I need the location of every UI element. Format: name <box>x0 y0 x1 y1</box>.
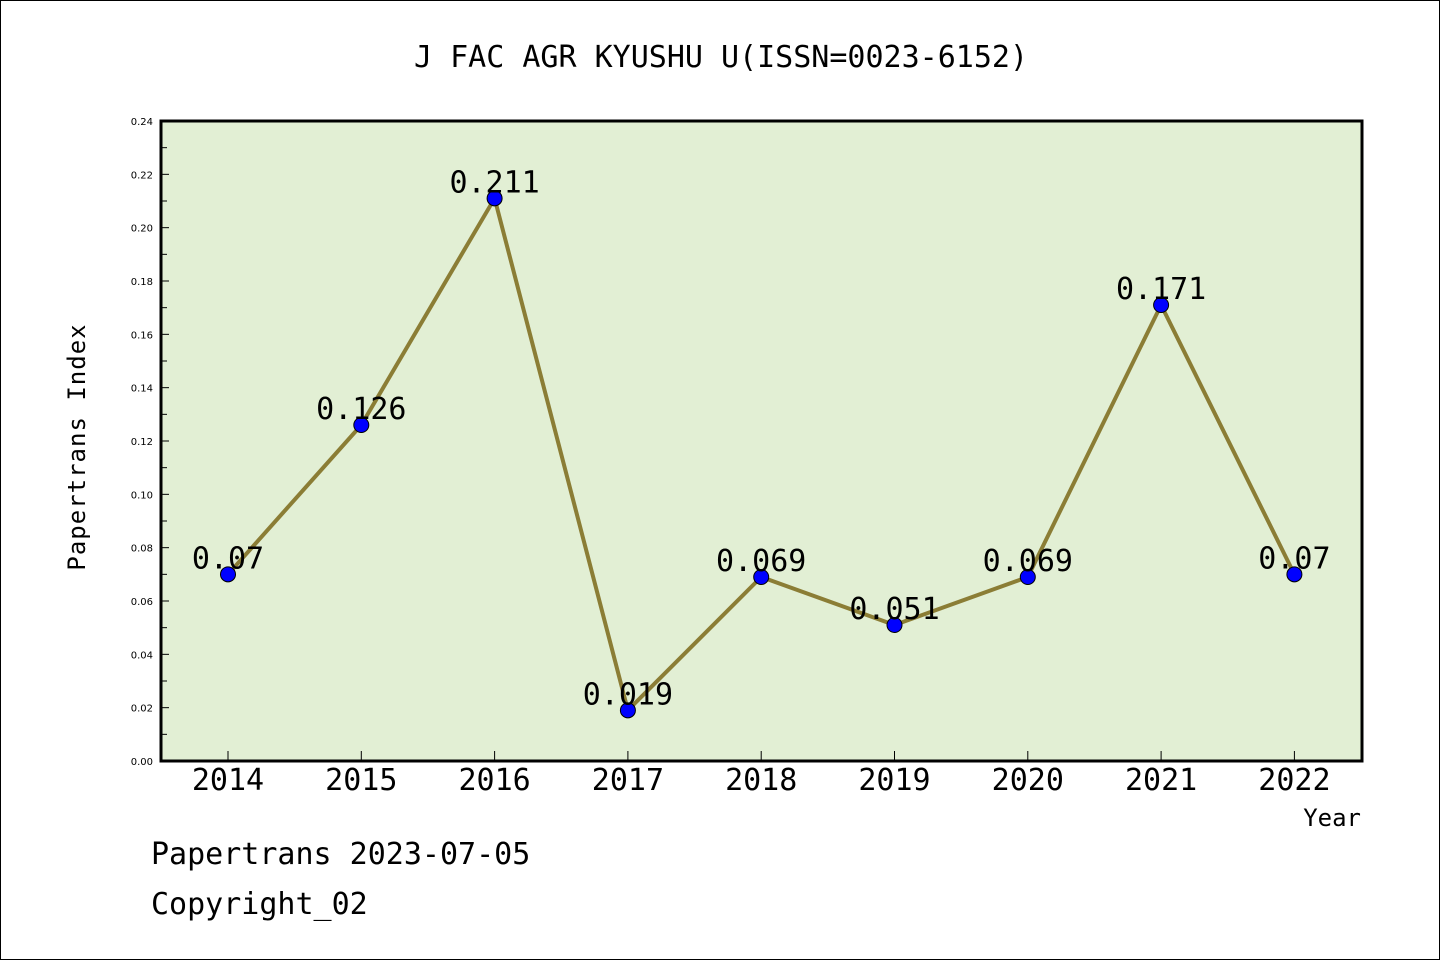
x-tick-label: 2017 <box>592 763 664 798</box>
footer-date: Papertrans 2023-07-05 <box>151 837 530 872</box>
line-segment <box>359 196 497 427</box>
line-segment <box>625 575 764 713</box>
y-axis: 0.00 0.02 0.04 0.06 0.08 0.10 0.12 0.14 0.16 0.18… <box>131 117 169 768</box>
line-segment <box>1159 303 1297 577</box>
data-label: 0.211 <box>449 165 539 200</box>
data-point <box>619 702 636 719</box>
y-tick-label: 0.24 <box>131 117 153 128</box>
data-label: 0.069 <box>983 544 1073 579</box>
data-label: 0.069 <box>716 544 806 579</box>
x-tick-label: 2016 <box>458 763 530 798</box>
data-point <box>353 417 370 433</box>
x-tick-label: 2015 <box>325 763 397 798</box>
series-markers <box>220 190 1303 719</box>
plot-area <box>159 119 1364 763</box>
data-label: 0.07 <box>192 541 264 576</box>
y-tick-label: 0.16 <box>131 330 153 341</box>
line-segment <box>892 575 1030 627</box>
line-segment <box>226 423 364 577</box>
y-tick-label: 0.00 <box>131 757 153 768</box>
data-point <box>886 617 903 633</box>
line-segment <box>759 575 897 627</box>
data-labels: 0.07 0.126 0.211 0.019 0.069 0.051 0.069 0.171 0… <box>192 165 1331 712</box>
x-tick-label: 2018 <box>725 763 797 798</box>
x-tick-label: 2021 <box>1125 763 1197 798</box>
data-label: 0.07 <box>1258 541 1330 576</box>
y-tick-label: 0.02 <box>131 704 153 715</box>
y-tick-label: 0.04 <box>131 650 153 661</box>
x-tick-label: 2022 <box>1258 763 1330 798</box>
line-segment <box>492 196 630 713</box>
line-segment <box>1025 303 1164 579</box>
x-tick-label: 2020 <box>992 763 1064 798</box>
data-label: 0.019 <box>583 677 673 712</box>
y-tick-label: 0.10 <box>131 490 153 501</box>
series-line <box>226 196 1297 713</box>
data-label: 0.051 <box>849 592 939 627</box>
x-tick-label: 2019 <box>858 763 930 798</box>
data-point <box>753 569 770 585</box>
data-point <box>1153 297 1170 313</box>
data-point <box>486 190 503 207</box>
data-point <box>1019 569 1036 585</box>
data-label: 0.171 <box>1116 272 1206 307</box>
y-tick-label: 0.14 <box>131 384 153 395</box>
y-tick-label: 0.18 <box>131 277 153 288</box>
y-tick-label: 0.22 <box>131 170 153 181</box>
data-label: 0.126 <box>316 392 406 427</box>
y-axis-label: Papertrans Index <box>63 323 91 570</box>
footer-copyright: Copyright_02 <box>151 887 368 922</box>
chart-title: J FAC AGR KYUSHU U(ISSN=0023-6152) <box>414 40 1028 75</box>
x-axis-label: Year <box>1303 804 1361 832</box>
y-tick-label: 0.20 <box>131 224 153 235</box>
x-tick-label: 2014 <box>192 763 264 798</box>
data-point <box>220 566 236 583</box>
y-tick-label: 0.12 <box>131 437 153 448</box>
x-axis: 2014 2015 2016 2017 2018 2019 2020 2021 2022 <box>192 751 1331 798</box>
data-point <box>1286 566 1303 583</box>
y-tick-label: 0.06 <box>131 597 153 608</box>
y-tick-label: 0.08 <box>131 544 153 555</box>
